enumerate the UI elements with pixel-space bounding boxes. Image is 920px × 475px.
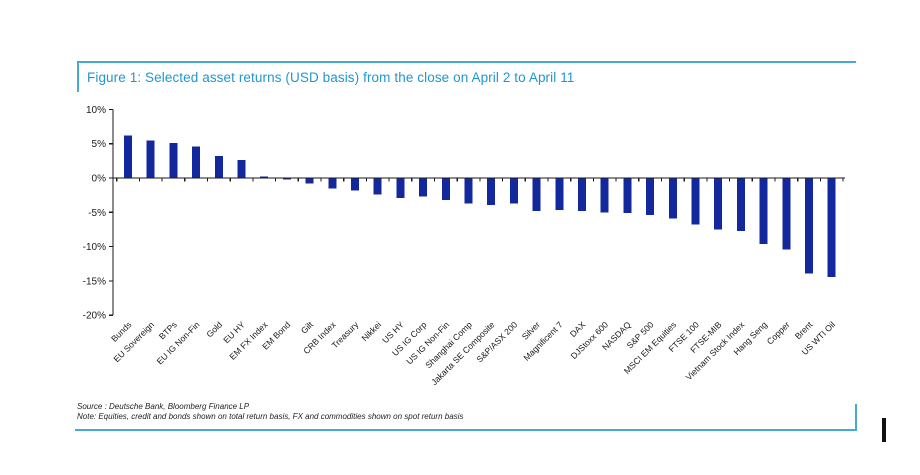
x-tick-label: DAX: [568, 319, 588, 339]
y-tick-label: -10%: [83, 242, 106, 253]
x-tick-label: Nikkei: [359, 319, 383, 343]
x-tick-label: Gilt: [299, 319, 316, 336]
bar-nikkei: [373, 178, 382, 195]
bar-crb-index: [328, 178, 337, 189]
bar-msci-em-equities: [668, 178, 677, 219]
bar-hang-seng: [759, 178, 768, 244]
bar-ftse-mib: [714, 178, 723, 230]
y-tick-label: 10%: [86, 105, 106, 116]
figure-bottom-rule: [75, 429, 857, 431]
bar-gilt: [305, 178, 314, 184]
bar-djstoxx-600: [600, 178, 609, 213]
bar-silver: [532, 178, 541, 211]
y-tick-label: -15%: [83, 276, 106, 287]
bar-eu-hy: [237, 160, 246, 178]
y-tick-label: 5%: [92, 139, 107, 150]
y-tick-label: -5%: [88, 208, 106, 219]
bar-nasdaq: [623, 178, 632, 213]
bar-eu-sovereign: [146, 140, 155, 178]
bar-treasury: [351, 178, 359, 191]
bar-shanghai-comp: [464, 178, 473, 204]
chart-y-tick-labels: 10% 5% 0% -5% -10% -15% -20%: [83, 105, 106, 322]
chart-bars: [124, 135, 836, 277]
note-line: Note: Equities, credit and bonds shown o…: [77, 412, 464, 421]
figure-bottom-rule-right-end: [855, 404, 857, 431]
bar-btps: [169, 143, 178, 178]
x-tick-label: Copper: [765, 319, 792, 346]
bar-magnificent-7: [555, 178, 564, 211]
bar-jakarta-se-composite: [487, 178, 496, 205]
text-cursor-mark: [882, 418, 886, 442]
bar-us-hy: [396, 178, 405, 198]
figure-title: Figure 1: Selected asset returns (USD ba…: [87, 70, 575, 85]
x-tick-label: Gold: [204, 319, 224, 339]
chart-axes: [109, 108, 845, 316]
y-tick-label: 0%: [92, 174, 107, 185]
bar-s-p-500: [646, 178, 655, 216]
figure-title-box: Figure 1: Selected asset returns (USD ba…: [77, 61, 856, 92]
bar-us-ig-corp: [419, 178, 428, 197]
bar-s-p-asx-200: [509, 178, 518, 204]
bar-eu-ig-non-fin: [192, 146, 201, 178]
source-note-block: Source : Deutsche Bank, Bloomberg Financ…: [77, 402, 463, 422]
bar-us-wti-oil: [827, 178, 836, 277]
bar-dax: [578, 178, 586, 211]
bar-copper: [782, 178, 791, 250]
bar-bunds: [124, 135, 132, 178]
bar-gold: [214, 156, 223, 178]
source-line: Source : Deutsche Bank, Bloomberg Financ…: [77, 402, 250, 411]
bar-us-ig-non-fin: [441, 178, 450, 200]
bar-brent: [805, 178, 813, 274]
bar-ftse-100: [691, 178, 700, 225]
y-tick-label: -20%: [83, 311, 106, 322]
bar-vietnam-stock-index: [736, 178, 745, 231]
